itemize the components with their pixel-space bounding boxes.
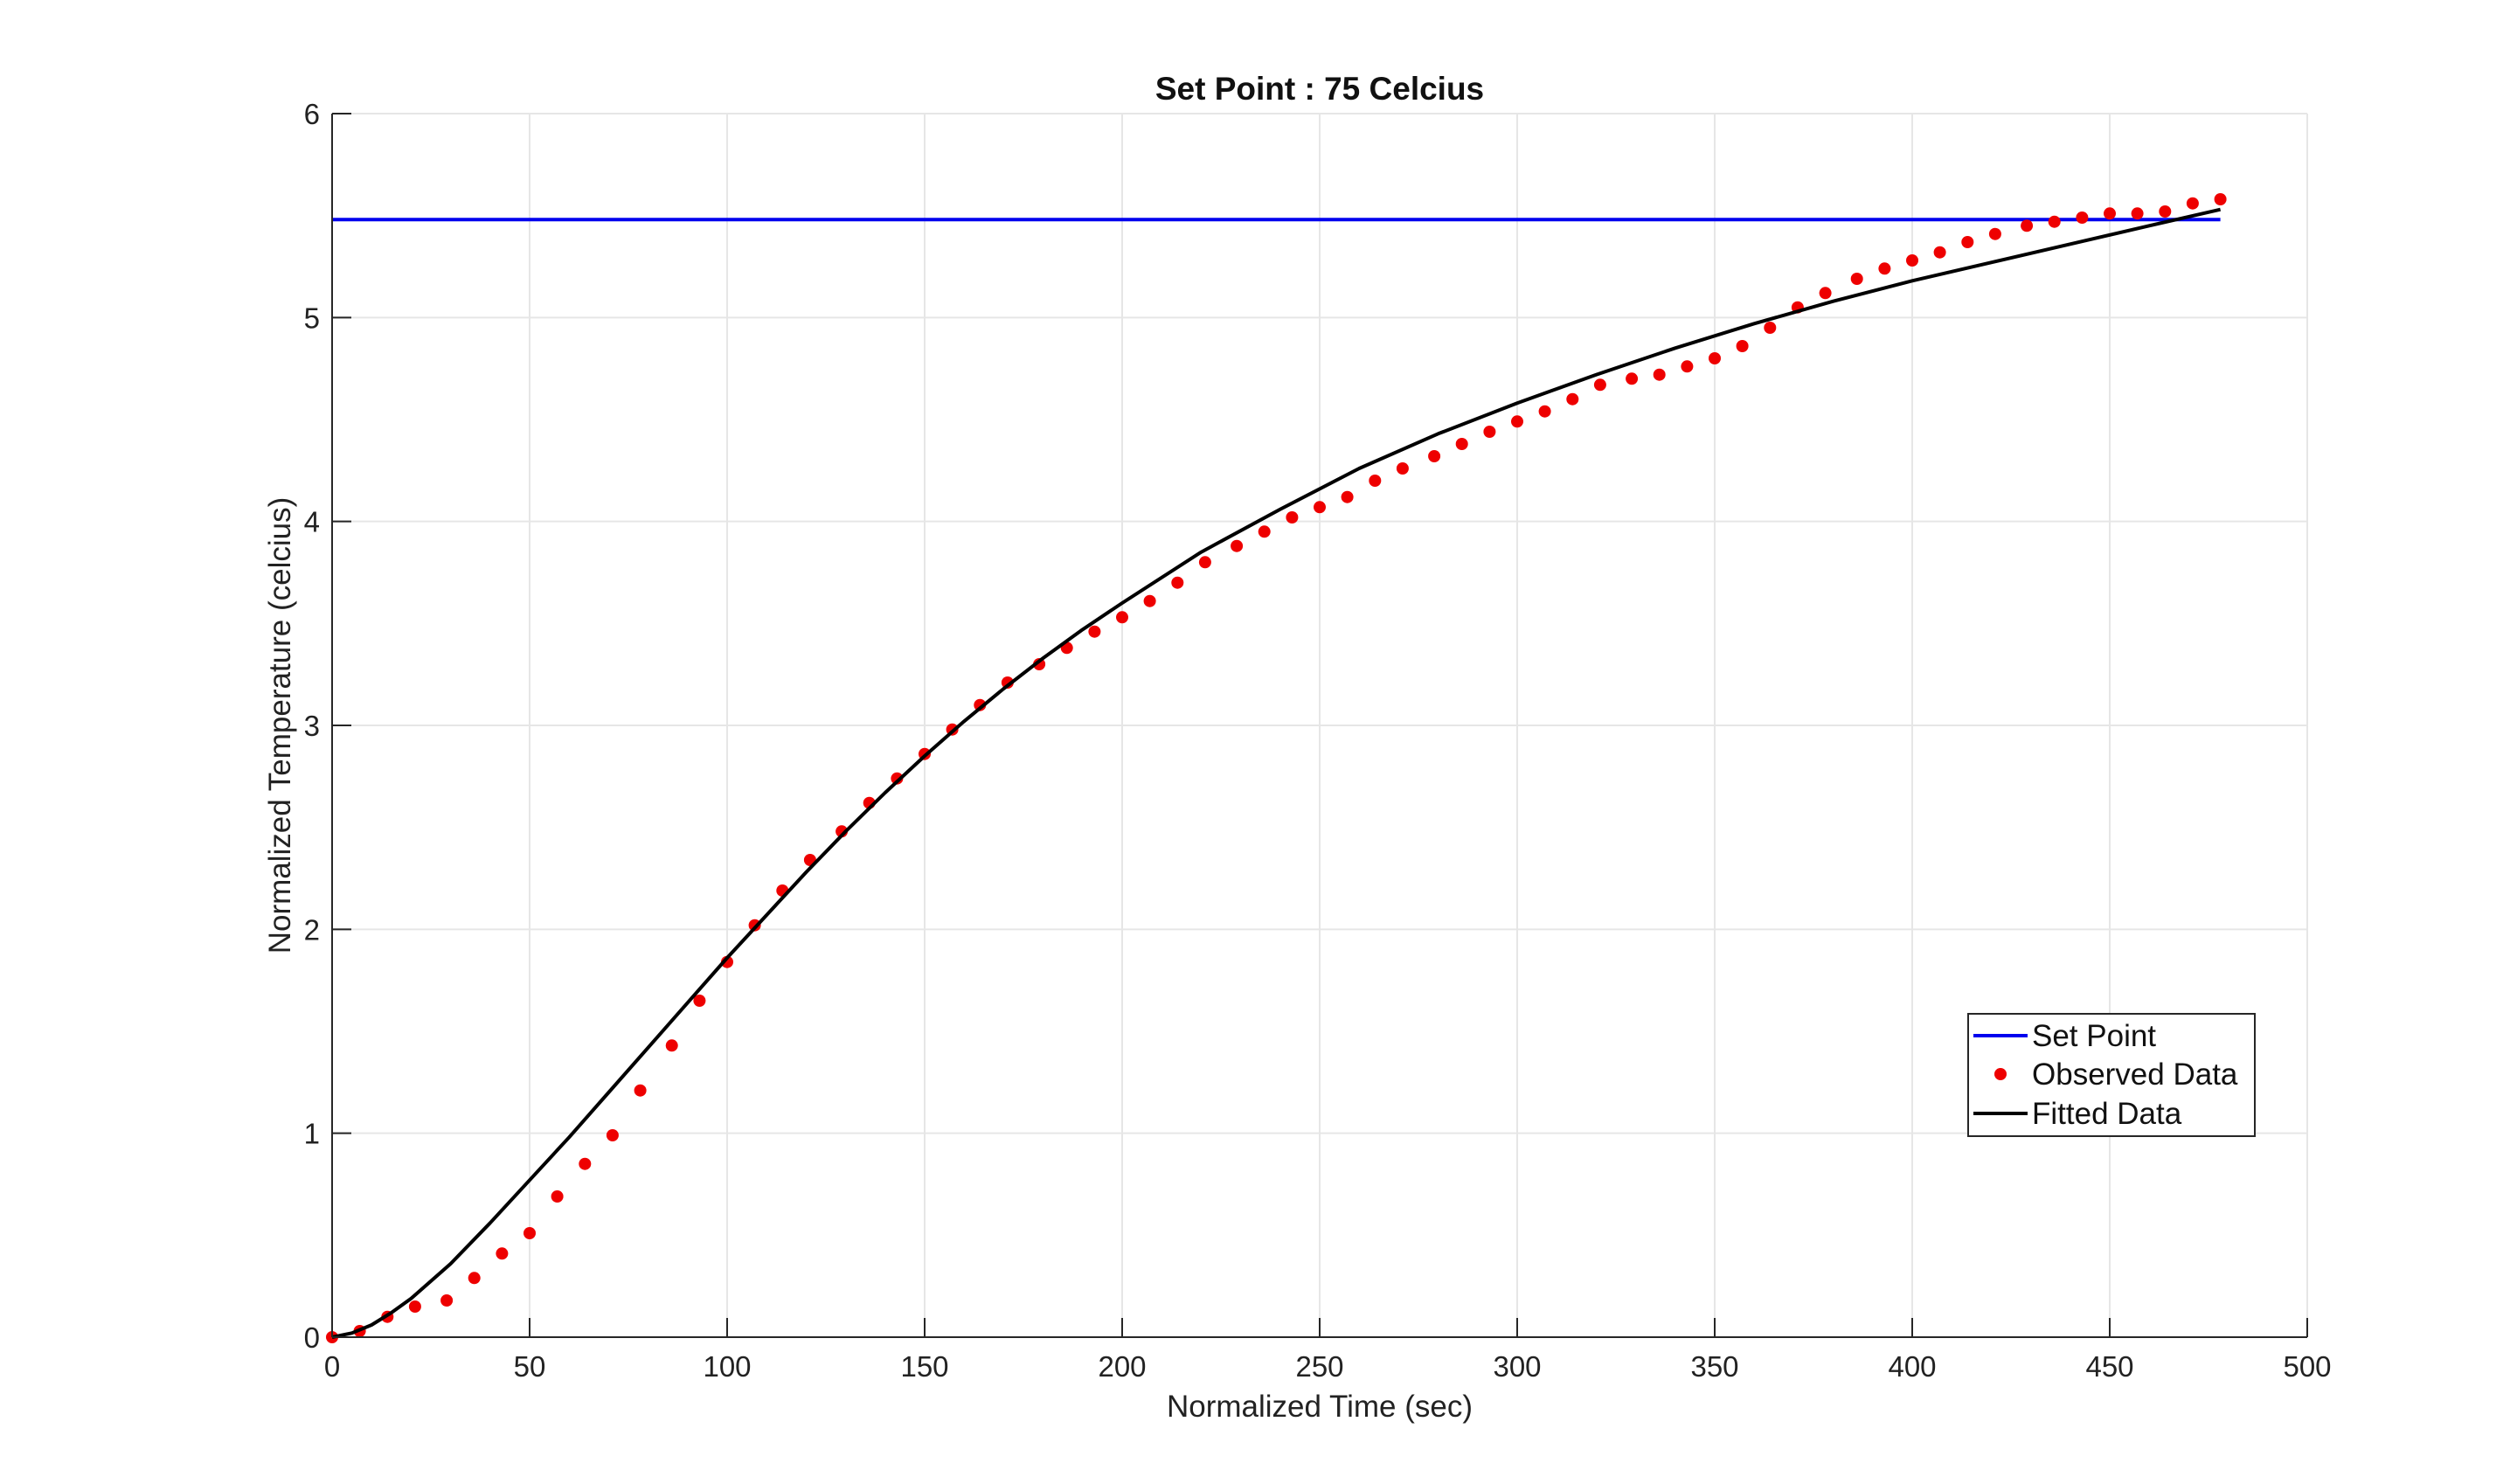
observed-data-point-8 — [551, 1190, 564, 1203]
observed-data-point-50 — [1736, 340, 1749, 352]
observed-data-point-10 — [606, 1129, 619, 1141]
observed-data-point-55 — [1878, 262, 1891, 275]
observed-data-point-37 — [1369, 475, 1382, 487]
observed-data-point-32 — [1231, 539, 1244, 552]
observed-data-point-66 — [2186, 197, 2199, 210]
observed-data-point-5 — [468, 1272, 481, 1285]
observed-data-point-36 — [1341, 490, 1354, 503]
observed-data-point-33 — [1258, 525, 1271, 538]
observed-data-point-41 — [1483, 426, 1496, 438]
observed-data-point-57 — [1933, 246, 1946, 259]
observed-data-point-7 — [524, 1227, 536, 1239]
observed-data-point-60 — [2021, 219, 2034, 232]
observed-data-point-46 — [1626, 372, 1639, 385]
observed-data-point-4 — [440, 1294, 454, 1307]
observed-data-point-65 — [2159, 205, 2172, 218]
observed-data-point-67 — [2214, 193, 2227, 205]
observed-data-point-49 — [1709, 352, 1721, 364]
observed-data-point-28 — [1116, 611, 1128, 624]
observed-data-point-59 — [1988, 227, 2001, 240]
x-tick-label-1: 50 — [514, 1350, 546, 1383]
observed-data-point-64 — [2131, 207, 2144, 220]
legend-label-set-point: Set Point — [2032, 1019, 2156, 1053]
legend-label-observed: Observed Data — [2032, 1058, 2238, 1092]
fitted-data-line — [331, 207, 2222, 1339]
y-tick-label-0: 0 — [304, 1321, 320, 1354]
observed-data-point-13 — [693, 995, 706, 1007]
observed-data-point-31 — [1198, 556, 1211, 569]
y-tick-label-4: 4 — [304, 506, 320, 538]
observed-data-point-20 — [891, 772, 904, 785]
y-tick-label-5: 5 — [304, 302, 320, 334]
observed-data-point-27 — [1088, 625, 1101, 638]
x-axis-label: Normalized Time (sec) — [1167, 1390, 1473, 1424]
observed-data-point-34 — [1286, 511, 1299, 524]
observed-data-point-53 — [1819, 287, 1832, 300]
observed-data-point-30 — [1171, 576, 1184, 589]
y-axis-label: Normalized Temperature (celcius) — [263, 497, 297, 954]
axes — [331, 113, 2308, 1338]
observed-data-point-43 — [1538, 405, 1551, 418]
observed-data-point-51 — [1764, 322, 1777, 334]
observed-data-point-62 — [2076, 212, 2089, 224]
observed-data-point-45 — [1593, 378, 1606, 392]
observed-data-point-40 — [1455, 438, 1468, 450]
x-tick-label-8: 400 — [1888, 1350, 1936, 1383]
x-tick-label-2: 100 — [703, 1350, 751, 1383]
y-tick-label-1: 1 — [304, 1118, 320, 1150]
observed-data-point-35 — [1314, 501, 1326, 514]
observed-data-point-48 — [1681, 360, 1694, 373]
observed-data-point-24 — [1001, 676, 1014, 689]
x-tick-label-7: 350 — [1690, 1350, 1738, 1383]
legend-swatch-observed — [1994, 1068, 2007, 1080]
y-tick-label-2: 2 — [304, 913, 320, 946]
observed-data-point-6 — [496, 1247, 509, 1260]
observed-data-point-54 — [1850, 273, 1863, 285]
series-layer — [326, 193, 2227, 1343]
legend-label-fitted: Fitted Data — [2032, 1097, 2182, 1131]
y-tick-label-3: 3 — [304, 710, 320, 742]
chart-title: Set Point : 75 Celcius — [1155, 71, 1484, 107]
observed-data-point-39 — [1428, 450, 1441, 462]
tick-labels: 0 50 100 150 200 250 300 350 400 450 500 0 1 2 3 4 5 6 — [304, 98, 2332, 1383]
x-tick-label-9: 450 — [2085, 1350, 2133, 1383]
observed-data-point-42 — [1511, 415, 1523, 428]
x-tick-label-3: 150 — [900, 1350, 948, 1383]
x-tick-label-4: 200 — [1098, 1350, 1146, 1383]
observed-data-point-3 — [408, 1300, 421, 1313]
grid — [331, 113, 2308, 1338]
observed-data-point-56 — [1906, 254, 1918, 267]
observed-data-point-38 — [1396, 462, 1409, 475]
observed-data-point-58 — [1961, 236, 1974, 248]
observed-data-point-25 — [1033, 658, 1046, 670]
legend: Set Point Observed Data Fitted Data — [1967, 1013, 2256, 1137]
observed-data-point-11 — [634, 1084, 647, 1097]
observed-data-point-9 — [579, 1157, 592, 1170]
x-tick-label-5: 250 — [1295, 1350, 1343, 1383]
observed-data-point-44 — [1566, 392, 1579, 406]
y-tick-label-6: 6 — [304, 98, 320, 130]
observed-data-point-61 — [2048, 215, 2061, 228]
observed-data-point-29 — [1143, 594, 1156, 607]
observed-data-point-63 — [2104, 207, 2116, 220]
x-tick-label-10: 500 — [2283, 1350, 2331, 1383]
observed-data-point-12 — [665, 1039, 678, 1052]
observed-data-point-23 — [974, 698, 987, 711]
observed-data-point-47 — [1653, 368, 1666, 381]
x-tick-label-0: 0 — [324, 1350, 340, 1383]
x-tick-label-6: 300 — [1493, 1350, 1541, 1383]
